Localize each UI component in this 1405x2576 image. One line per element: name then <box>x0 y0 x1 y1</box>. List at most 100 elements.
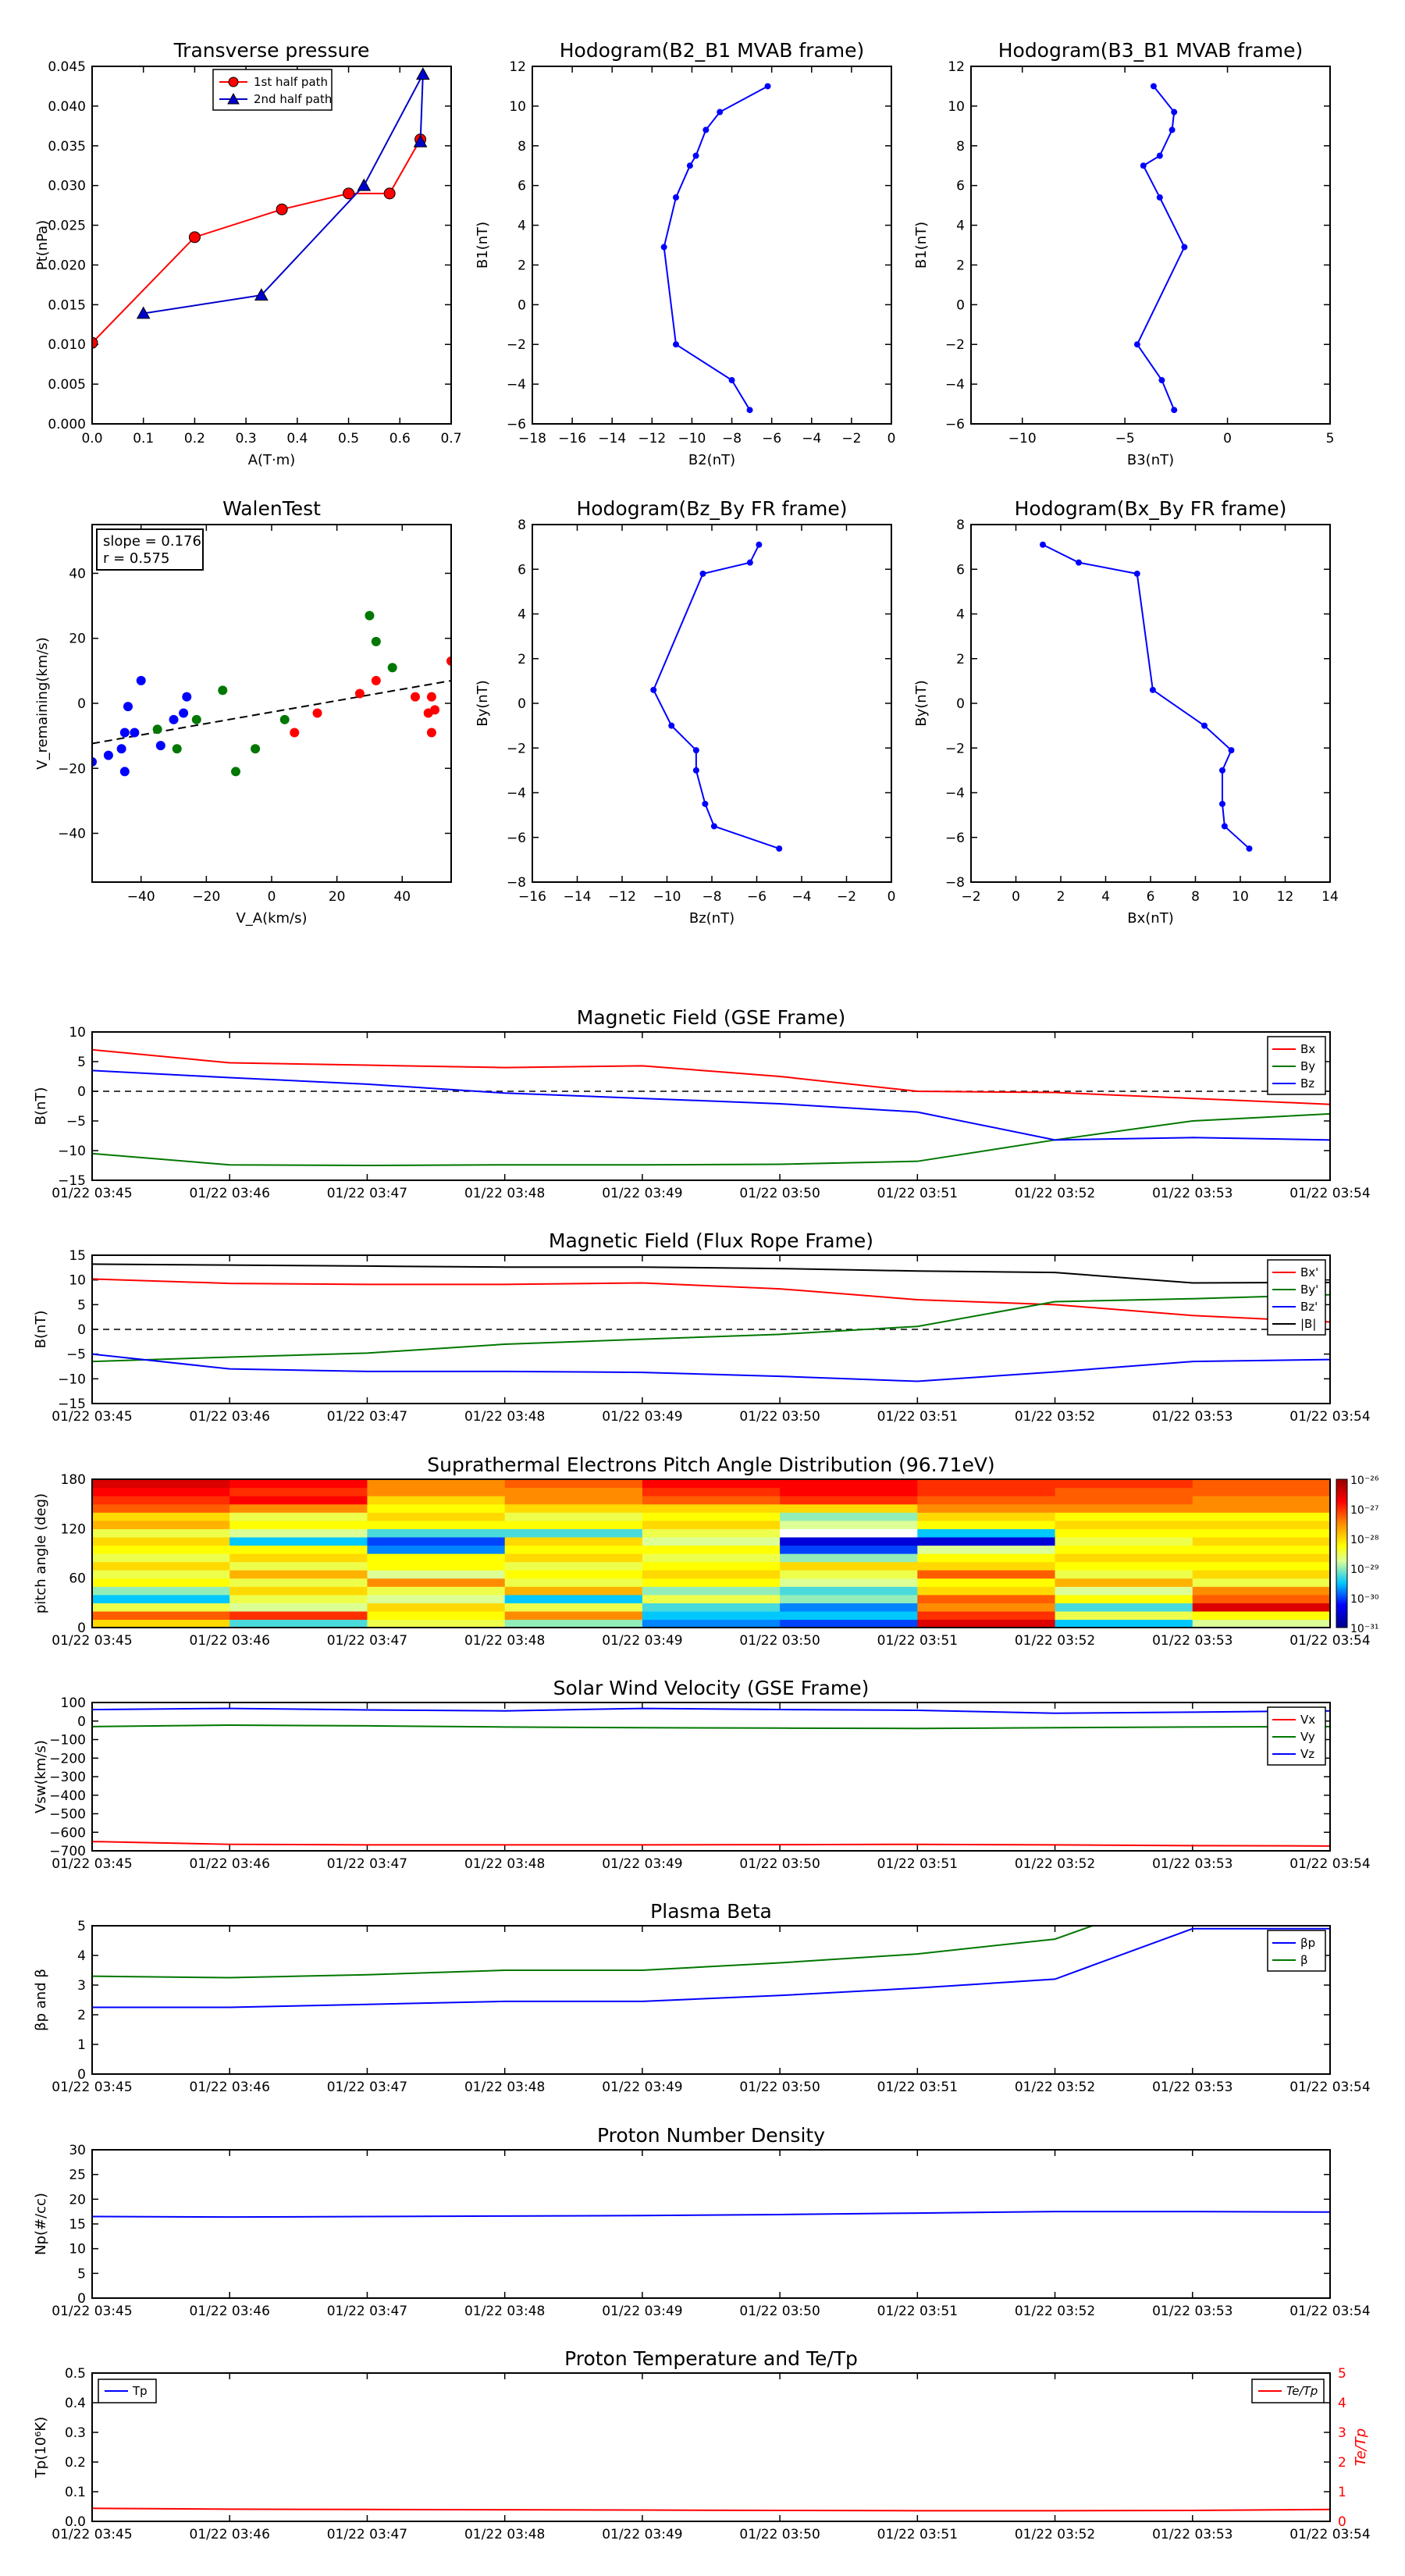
pad-cell <box>1055 1545 1193 1554</box>
h2-series-0-point <box>1140 162 1147 169</box>
walen-xlabel: V_A(km/s) <box>236 910 307 927</box>
pad-cell <box>780 1578 918 1587</box>
pad-cell <box>1055 1496 1193 1505</box>
walen-ytick-label: 0 <box>77 696 86 712</box>
pad-cell <box>1055 1561 1193 1571</box>
pad-cell <box>504 1603 643 1612</box>
pad-cell <box>642 1586 781 1596</box>
h3-ytick-label: 4 <box>518 607 526 623</box>
pad-cell <box>92 1553 230 1563</box>
tp-ytick-label: 0.4 <box>65 2396 86 2411</box>
tp-y2tick-label: 0 <box>1338 2514 1346 2530</box>
h4-xtick-label: 6 <box>1147 889 1155 905</box>
beta-ylabel: βp and β <box>33 1969 49 2031</box>
pad-cell <box>1192 1503 1330 1513</box>
magfr-frame <box>91 1254 1331 1404</box>
h2-xtick-label: 0 <box>1223 431 1232 447</box>
np-xtick-label: 01/22 03:54 <box>1289 2304 1370 2319</box>
h3-ytick-label: −8 <box>507 875 526 891</box>
h1-ytick-label: −6 <box>507 417 526 432</box>
walen-fit-line <box>92 679 451 745</box>
pad-xtick-label: 01/22 03:54 <box>1289 1633 1370 1649</box>
h2-ytick-label: −6 <box>945 417 965 432</box>
h2-series-0-point <box>1181 244 1188 251</box>
tp-legend-label: Tp <box>132 2384 148 2398</box>
pad-cell <box>504 1520 643 1529</box>
pad-cell <box>1055 1487 1193 1496</box>
walen-point <box>172 744 182 754</box>
magfr-xtick-label: 01/22 03:47 <box>327 1409 407 1425</box>
pad-cell <box>642 1561 781 1571</box>
vsw-ytick-label: −700 <box>49 1844 86 1859</box>
vsw-ytick-label: 0 <box>77 1714 86 1730</box>
tp-ytick-label: 0.1 <box>65 2485 86 2500</box>
beta-title: Plasma Beta <box>650 1900 772 1923</box>
pt-legend-label: 2nd half path <box>254 92 332 106</box>
mag-xtick-label: 01/22 03:52 <box>1015 1186 1095 1201</box>
h3-series-0-point <box>710 823 717 830</box>
pad-cell <box>504 1553 643 1563</box>
pad-cell <box>780 1561 918 1571</box>
tp-xtick-label: 01/22 03:47 <box>327 2527 407 2542</box>
tp-y2tick-label: 4 <box>1338 2396 1346 2411</box>
pad-colorbar-label: 10⁻²⁶ <box>1350 1475 1379 1487</box>
h2-frame <box>970 66 1331 425</box>
h4-series-0-line <box>1042 543 1250 849</box>
pad-cell <box>917 1528 1056 1538</box>
pad-cell <box>1055 1479 1193 1489</box>
h1-ytick-label: 10 <box>509 99 526 115</box>
pad-cell <box>780 1528 918 1538</box>
walen-ytick-label: 20 <box>69 632 86 647</box>
h3-series-0-point <box>692 747 699 754</box>
pad-title: Suprathermal Electrons Pitch Angle Distr… <box>427 1453 994 1476</box>
beta-series-βp <box>92 1927 1330 2008</box>
beta-xtick-label: 01/22 03:50 <box>739 2080 820 2095</box>
h2-ytick-label: −2 <box>945 337 965 353</box>
h4-title: Hodogram(Bx_By FR frame) <box>1015 497 1287 520</box>
pt-ytick-label: 0.040 <box>48 99 86 115</box>
tp-frame <box>91 2372 1331 2522</box>
h3-ylabel: By(nT) <box>475 680 491 726</box>
np-plot-area <box>92 2211 1330 2218</box>
pad-cell <box>1192 1536 1330 1546</box>
pad-cell <box>367 1536 506 1546</box>
vsw-ytick-label: −600 <box>49 1825 86 1841</box>
pad-ytick-label: 180 <box>61 1472 86 1488</box>
h1-series-0-point <box>702 126 710 133</box>
vsw-xtick-label: 01/22 03:52 <box>1015 1856 1095 1872</box>
pad-cell <box>229 1586 368 1596</box>
h4-xtick-label: 12 <box>1277 889 1294 905</box>
pt-ytick-label: 0.005 <box>48 377 86 393</box>
pad-cell <box>642 1496 781 1505</box>
tp-series-Te/Tp <box>92 2507 1330 2512</box>
vsw-ytick-label: 100 <box>61 1695 86 1711</box>
magfr-legend-label: By' <box>1300 1283 1318 1297</box>
pad-cell <box>229 1570 368 1579</box>
pad-cell <box>504 1512 643 1521</box>
walen-xtick-label: −20 <box>192 889 220 905</box>
h1-series-0-point <box>660 244 667 251</box>
vsw-series-Vy <box>92 1724 1330 1730</box>
pad-cell <box>1055 1586 1193 1596</box>
mag-xtick-label: 01/22 03:48 <box>464 1186 545 1201</box>
pad-cell <box>917 1594 1056 1603</box>
h3-series-0-line <box>653 544 780 850</box>
pad-cell <box>229 1561 368 1571</box>
h3-series-0-point <box>776 845 783 852</box>
pad-frame <box>91 1478 1331 1628</box>
pad-cell <box>229 1619 368 1628</box>
h2-series-0-point <box>1168 126 1176 133</box>
magfr-plot-area <box>92 1263 1330 1382</box>
pt-legend-marker <box>228 76 239 87</box>
h3-xtick-label: −10 <box>653 889 681 905</box>
pad-cell <box>917 1512 1056 1521</box>
walen-point <box>371 636 381 646</box>
h1-series-0-point <box>692 152 699 159</box>
pad-ytick-label: 120 <box>61 1521 86 1537</box>
tp-ytick-label: 0.2 <box>65 2455 86 2471</box>
pad-cell <box>367 1603 506 1612</box>
pad-cell <box>504 1479 643 1489</box>
pt-xtick-label: 0.3 <box>236 431 257 447</box>
walen-xtick-label: 0 <box>268 889 276 905</box>
walen-point <box>191 714 201 724</box>
